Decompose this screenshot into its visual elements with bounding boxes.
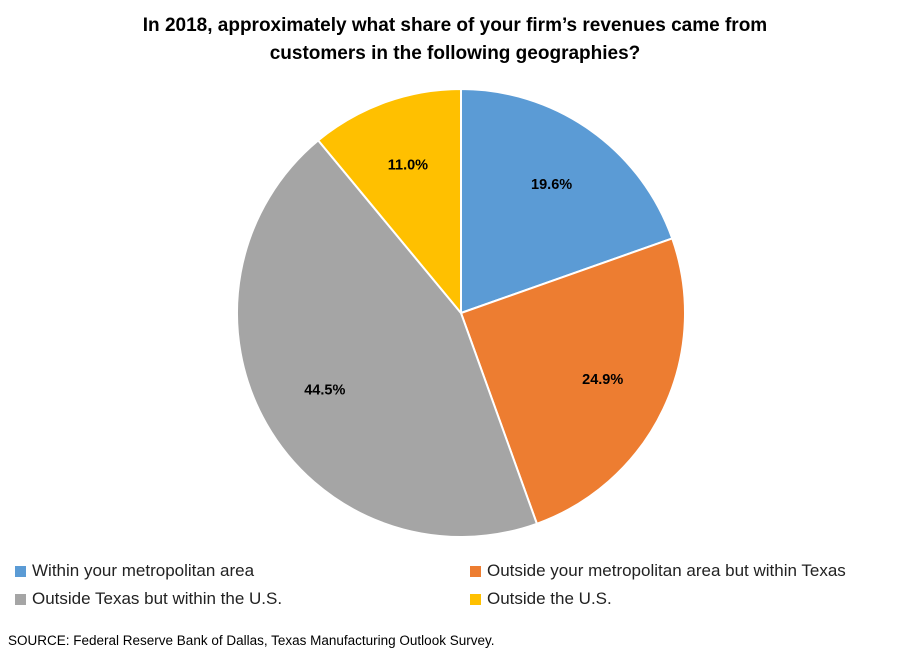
chart-title-line-2: customers in the following geographies? bbox=[269, 43, 641, 64]
legend-label-outside-us: Outside the U.S. bbox=[487, 589, 612, 608]
data-label-within-metro: 19.6% bbox=[531, 177, 572, 193]
data-label-within-us: 44.5% bbox=[304, 383, 345, 399]
pie-slice-within-us bbox=[236, 139, 538, 538]
pie-slice-outside-us bbox=[317, 88, 462, 314]
data-label-outside-us: 11.0% bbox=[388, 158, 428, 174]
legend-item-within-texas: Outside your metropolitan area but withi… bbox=[470, 560, 846, 582]
legend-label-within-us: Outside Texas but within the U.S. bbox=[32, 589, 283, 608]
chart-title-line-1: In 2018, approximately what share of you… bbox=[142, 15, 768, 36]
chart-legend: Within your metropolitan area Outside yo… bbox=[15, 560, 910, 620]
data-label-within-texas: 24.9% bbox=[582, 372, 623, 388]
legend-swatch-outside-us bbox=[470, 593, 481, 605]
legend-item-within-metro: Within your metropolitan area bbox=[15, 560, 254, 582]
legend-swatch-within-metro bbox=[15, 565, 26, 577]
legend-label-within-metro: Within your metropolitan area bbox=[32, 561, 255, 580]
legend-label-within-texas: Outside your metropolitan area but withi… bbox=[487, 561, 846, 580]
legend-swatch-within-us bbox=[15, 593, 26, 605]
pie-slice-within-texas bbox=[460, 237, 686, 525]
legend-item-within-us: Outside Texas but within the U.S. bbox=[15, 588, 282, 610]
chart-title: In 2018, approximately what share of you… bbox=[20, 12, 890, 68]
legend-swatch-within-texas bbox=[470, 565, 481, 577]
legend-item-outside-us: Outside the U.S. bbox=[470, 588, 612, 610]
source-note: SOURCE: Federal Reserve Bank of Dallas, … bbox=[8, 633, 495, 648]
